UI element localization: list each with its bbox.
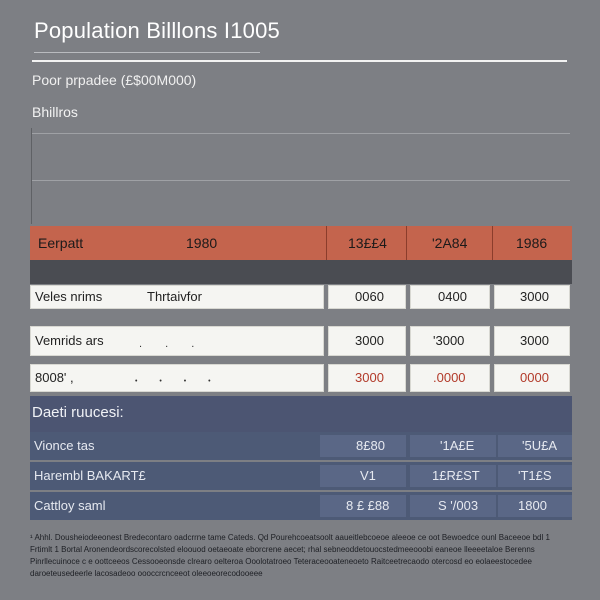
header-separator	[492, 226, 493, 260]
table-row: Vemrids ars . . .	[30, 326, 324, 356]
row-sublabel: Thrtaivfor	[147, 289, 202, 304]
row-label: Vemrids ars	[35, 333, 104, 348]
row-value: 3000	[520, 333, 549, 348]
summary-value: 'T1£S	[518, 468, 552, 483]
header-col-3: '2A84	[432, 235, 468, 251]
row-dots: • • • •	[135, 378, 221, 385]
row-value: '3000	[433, 333, 465, 348]
header-col-1: 1980	[186, 235, 218, 251]
summary-cell-bg	[498, 465, 572, 487]
title-underline	[34, 52, 260, 53]
subtitle: Poor prpadee (£$00M000)	[32, 72, 197, 88]
summary-label: Vionce tas	[34, 438, 95, 453]
row-divider	[30, 460, 572, 462]
table-cell: 3000	[328, 364, 406, 392]
summary-value: 1800	[518, 498, 547, 513]
row-value: 0000	[520, 370, 549, 385]
header-separator	[406, 226, 407, 260]
summary-label: Harembl BAKART£	[34, 468, 146, 483]
table-cell: 0060	[328, 285, 406, 309]
header-col-4: 1986	[516, 235, 548, 251]
footnote: ¹ Ahhl. Dousheiodeeonest Bredecontaro oa…	[30, 533, 550, 578]
summary-value: V1	[360, 468, 376, 483]
table-cell: 0400	[410, 285, 490, 309]
table-row: 8008' , • • • •	[30, 364, 324, 392]
row-dots: . . .	[139, 338, 205, 350]
table-cell: .0000	[410, 364, 490, 392]
section-band	[30, 396, 572, 432]
summary-value: 1£R£ST	[432, 468, 480, 483]
table-cell: 3000	[494, 326, 570, 356]
summary-cell-bg	[410, 495, 496, 517]
row-value: 0060	[355, 289, 384, 304]
header-col-2: 13££4	[348, 235, 387, 251]
row-value: 3000	[520, 289, 549, 304]
row-label: Veles nrims	[35, 289, 103, 304]
units-label: Bhillros	[32, 104, 78, 120]
summary-value: '1A£E	[440, 438, 475, 453]
table-cell: 3000	[328, 326, 406, 356]
header-separator	[326, 226, 327, 260]
summary-value: 8 £ £88	[346, 498, 390, 513]
frame-left-border	[31, 128, 32, 224]
summary-cell-bg	[320, 435, 406, 457]
header-divider	[32, 60, 567, 62]
table-spacer-band	[30, 260, 572, 284]
summary-value: 8£80	[356, 438, 385, 453]
table-cell: 3000	[494, 285, 570, 309]
page-title: Population Billlons I1005	[34, 18, 280, 43]
grid-line-top	[32, 133, 570, 134]
summary-cell-bg	[498, 495, 572, 517]
summary-value: '5U£A	[522, 438, 558, 453]
table-cell: 0000	[494, 364, 570, 392]
row-label: 8008' ,	[35, 370, 74, 385]
row-value: 0400	[438, 289, 467, 304]
table-cell: '3000	[410, 326, 490, 356]
row-value: .0000	[433, 370, 466, 385]
summary-value: S '/003	[438, 498, 479, 513]
summary-cell-bg	[410, 435, 496, 457]
row-value: 3000	[355, 333, 384, 348]
table-row: Veles nrims Thrtaivfor	[30, 285, 324, 309]
header-label: Eerpatt	[38, 235, 84, 251]
section-label: Daeti ruucesi:	[32, 404, 124, 421]
row-divider	[30, 490, 572, 492]
row-value: 3000	[355, 370, 384, 385]
summary-row: Harembl BAKART£ V1 1£R£ST 'T1£S	[30, 462, 572, 490]
summary-cell-bg	[320, 495, 406, 517]
summary-cell-bg	[320, 465, 406, 487]
grid-line-middle	[32, 180, 570, 181]
table-header-row: Eerpatt 1980 13££4 '2A84 1986	[30, 226, 572, 260]
summary-label: Cattloy saml	[34, 498, 106, 513]
summary-cell-bg	[498, 435, 572, 457]
summary-cell-bg	[410, 465, 496, 487]
summary-row: Vionce tas 8£80 '1A£E '5U£A	[30, 432, 572, 460]
summary-row: Cattloy saml 8 £ £88 S '/003 1800	[30, 492, 572, 520]
